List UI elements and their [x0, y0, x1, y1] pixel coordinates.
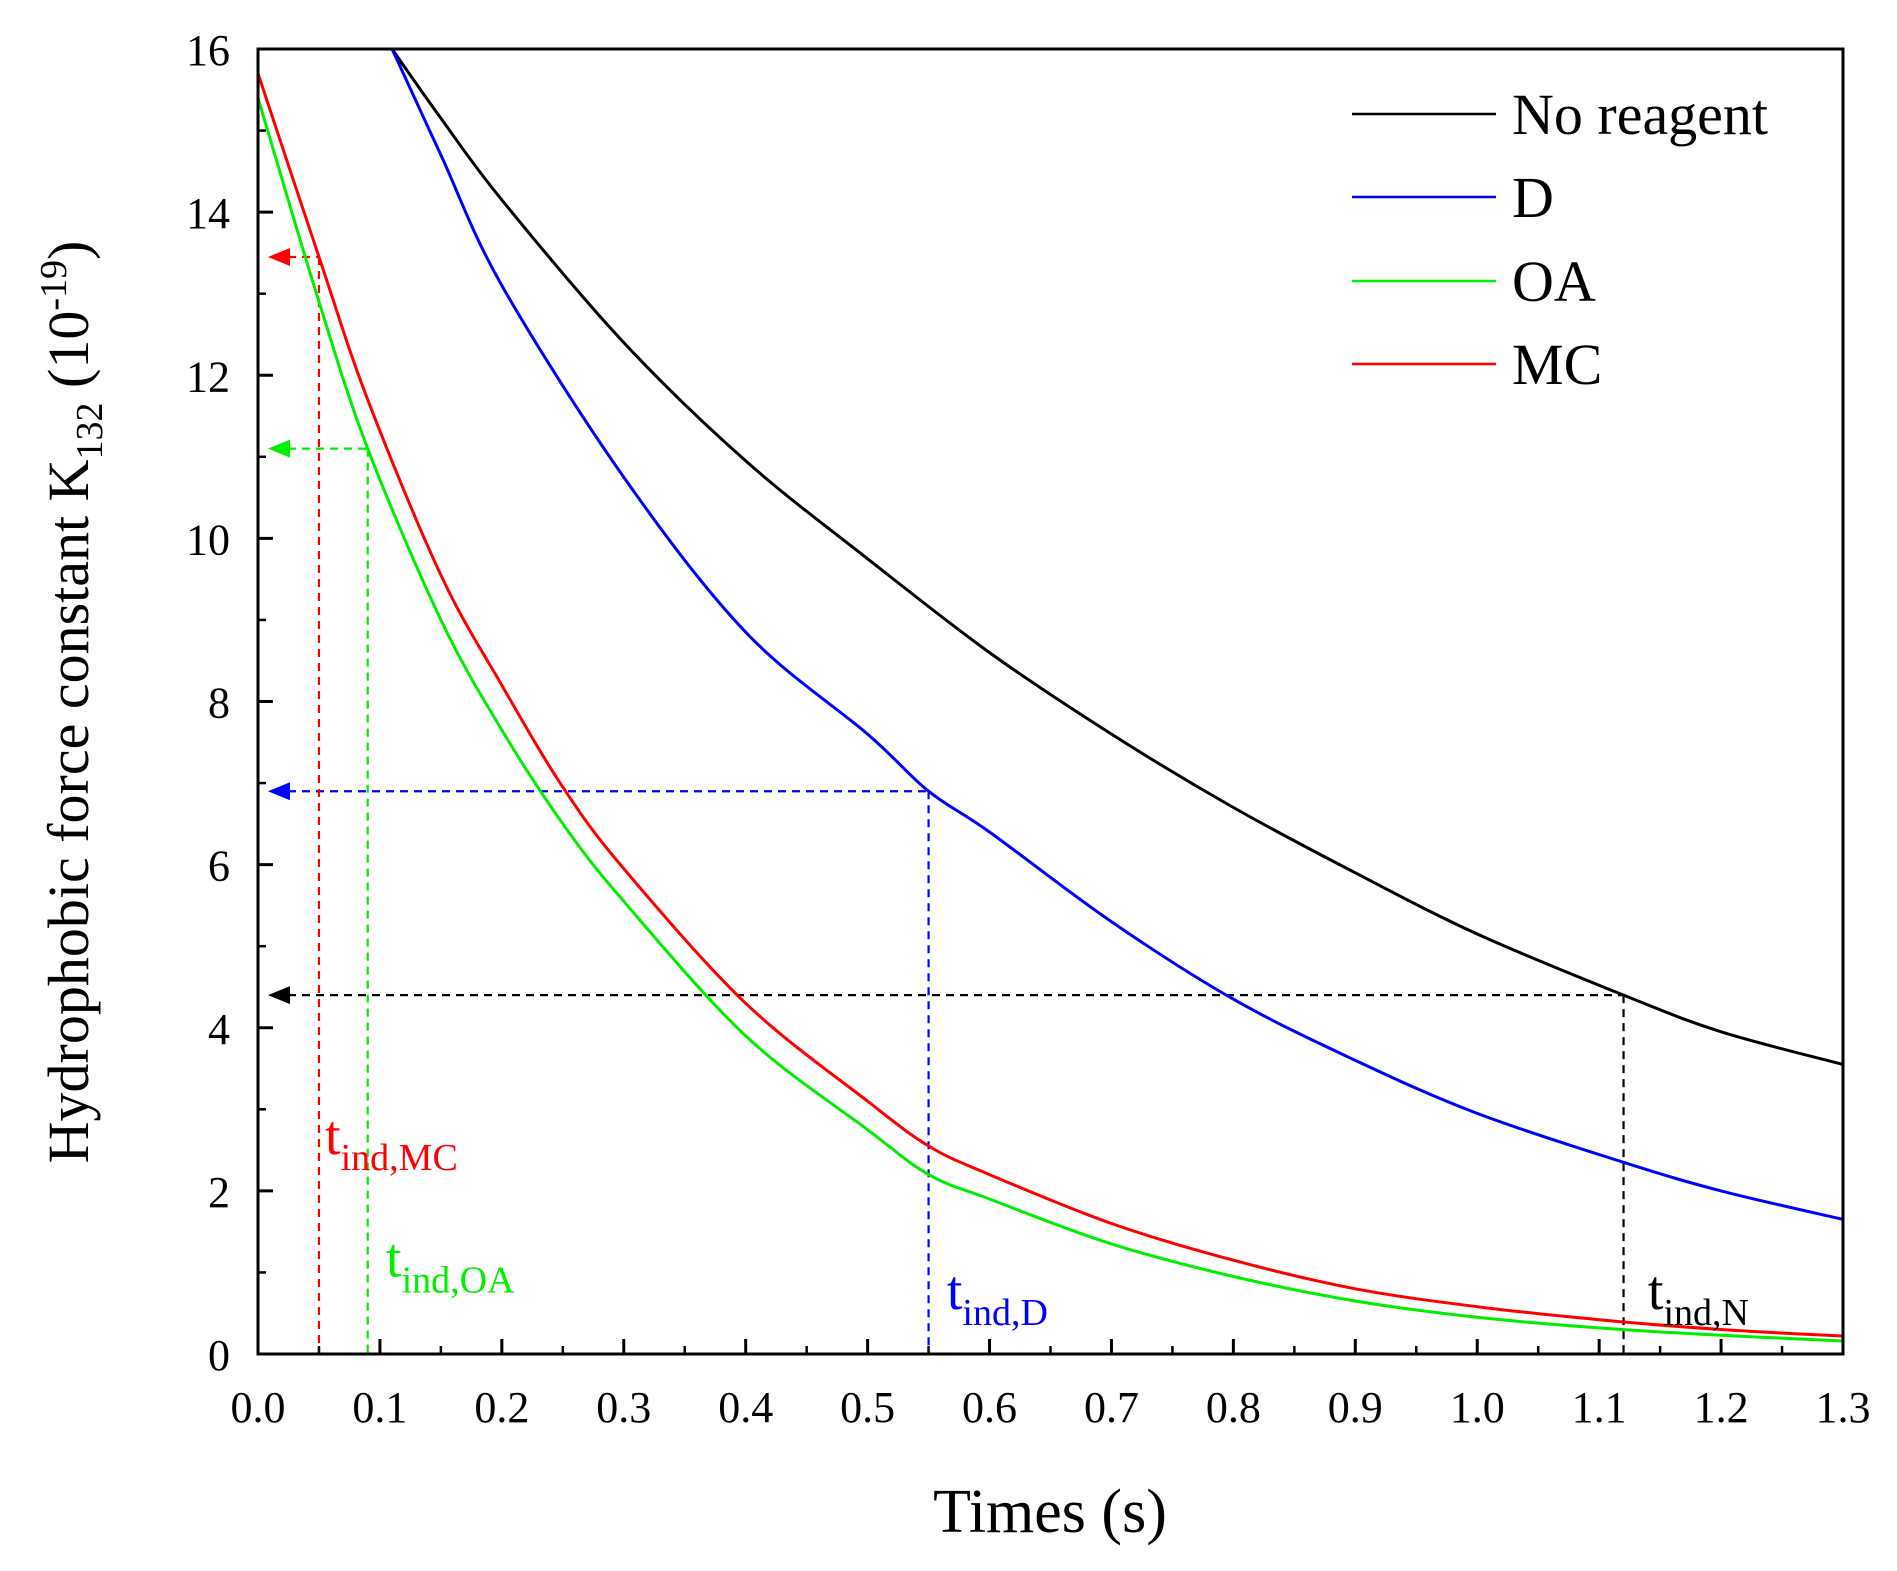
x-tick-label: 0.5	[840, 1383, 895, 1432]
y-tick-label: 10	[186, 515, 230, 564]
legend-label-no-reagent: No reagent	[1512, 82, 1768, 147]
annotation-layer: tind,N tind,D tind,OA tind,MC	[325, 1105, 1749, 1334]
guide-mc-label: tind,MC	[325, 1105, 458, 1179]
y-tick-label: 8	[208, 679, 230, 728]
x-tick-label: 1.2	[1694, 1383, 1749, 1432]
legend-label-oa: OA	[1512, 249, 1596, 314]
y-axis-label-unit-close: )	[36, 241, 101, 260]
series-line-oa	[256, 97, 1844, 1343]
x-tick-label: 0.4	[718, 1383, 773, 1432]
series-layer	[256, 48, 1844, 1343]
y-tick-label: 2	[208, 1168, 230, 1217]
x-tick-label: 0.1	[352, 1383, 407, 1432]
legend: No reagent D OA MC	[1352, 82, 1768, 397]
x-tick-label: 0.2	[474, 1383, 529, 1432]
series-line-d	[390, 48, 1844, 1221]
guide-no-reagent-label: tind,N	[1648, 1260, 1749, 1334]
y-axis-label: Hydrophobic force constant K132 (10-19)	[33, 241, 111, 1164]
x-tick-label: 0.6	[962, 1383, 1017, 1432]
series-line-no-reagent	[390, 48, 1844, 1066]
x-tick-label: 0.0	[231, 1383, 286, 1432]
guide-mc-arrowhead	[268, 247, 290, 266]
x-tick-label: 1.0	[1450, 1383, 1505, 1432]
y-tick-label: 6	[208, 842, 230, 891]
legend-label-mc: MC	[1512, 332, 1602, 397]
legend-label-d: D	[1512, 165, 1554, 230]
guide-d-label: tind,D	[947, 1260, 1048, 1334]
y-axis-label-unit-open: (10	[36, 311, 101, 403]
x-tick-label: 0.8	[1206, 1383, 1261, 1432]
y-tick-label: 4	[208, 1005, 230, 1054]
guide-oa-label: tind,OA	[386, 1228, 515, 1302]
guide-d-arrowhead	[268, 782, 290, 801]
x-tick-label: 0.3	[596, 1383, 651, 1432]
x-tick-label: 1.1	[1572, 1383, 1627, 1432]
ticks-layer: 0.0 0.1 0.2 0.3 0.4 0.5 0.6 0.7 0.8 0.9 1.0 1.1 1.2 1…	[186, 26, 1871, 1432]
y-tick-label: 12	[186, 352, 230, 401]
plot-frame	[256, 47, 1845, 1356]
y-tick-label: 14	[186, 189, 230, 238]
y-tick-label: 16	[186, 26, 230, 75]
guide-no-reagent-arrowhead	[268, 986, 290, 1005]
guides-layer	[268, 247, 1625, 1354]
guide-oa-arrowhead	[268, 439, 290, 458]
x-tick-label: 0.9	[1328, 1383, 1383, 1432]
x-tick-label: 1.3	[1816, 1383, 1871, 1432]
y-axis-label-subscript: 132	[69, 402, 111, 459]
y-axis-label-main: Hydrophobic force constant K	[36, 459, 101, 1163]
series-line-mc	[256, 73, 1844, 1338]
y-axis-label-unit-superscript: -19	[33, 260, 75, 311]
y-tick-label: 0	[208, 1331, 230, 1380]
x-axis-label: Times (s)	[933, 1478, 1167, 1546]
x-tick-label: 0.7	[1084, 1383, 1139, 1432]
